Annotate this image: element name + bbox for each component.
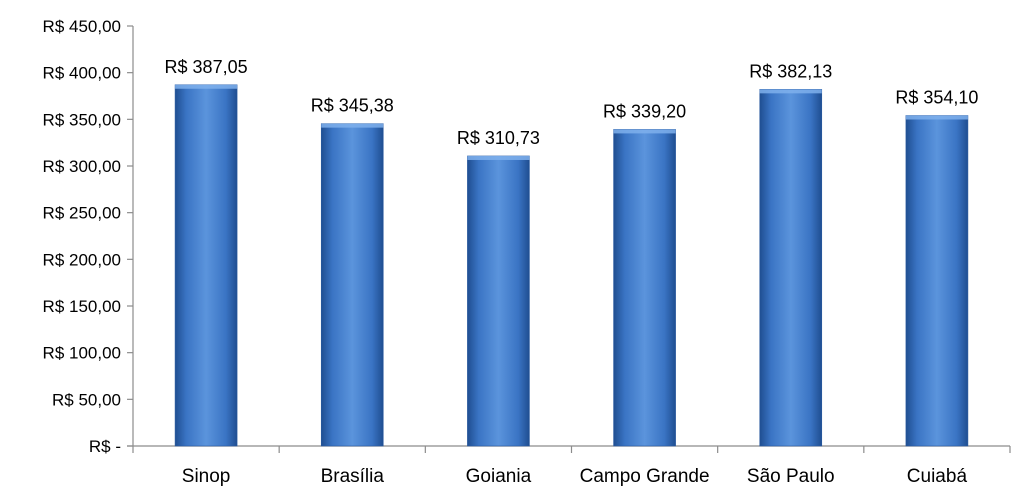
bar-goiania (467, 155, 530, 447)
axes (127, 25, 1011, 453)
data-label: R$ 354,10 (895, 88, 978, 108)
data-label: R$ 387,05 (165, 57, 248, 77)
data-label: R$ 339,20 (603, 101, 686, 121)
data-label: R$ 382,13 (749, 61, 832, 81)
y-tick-label: R$ 450,00 (43, 17, 121, 36)
y-tick-label: R$ 100,00 (43, 344, 121, 363)
data-label: R$ 310,73 (457, 128, 540, 148)
labels: R$ - R$ 50,00 R$ 100,00 R$ 150,00 R$ 200,00 R… (43, 17, 979, 487)
y-tick-label: R$ 300,00 (43, 157, 121, 176)
bar-top-cap (467, 155, 530, 160)
x-category-label: Goiania (466, 466, 532, 487)
bar-cuiaba (905, 115, 969, 447)
y-tick-label: R$ 400,00 (43, 64, 121, 83)
y-tick-label: R$ 350,00 (43, 110, 121, 129)
bar-top-cap (905, 115, 968, 120)
x-category-label: Brasília (321, 466, 385, 487)
bar-sinop (174, 84, 238, 447)
bar-brasilia (320, 123, 384, 447)
data-label: R$ 345,38 (311, 96, 394, 116)
y-tick-label: R$ 200,00 (43, 250, 121, 269)
x-category-label: Campo Grande (580, 466, 710, 487)
y-tick-label: R$ 150,00 (43, 297, 121, 316)
bar-top-cap (175, 84, 238, 89)
bars (174, 84, 969, 447)
x-category-label: São Paulo (747, 466, 835, 487)
bar-top-cap (759, 89, 822, 94)
y-tick-label: R$ - (89, 437, 121, 456)
bar-campo-grande (613, 129, 676, 447)
bar-sao-paulo (759, 89, 823, 447)
y-tick-label: R$ 50,00 (52, 390, 121, 409)
bar-top-cap (321, 123, 384, 128)
y-tick-label: R$ 250,00 (43, 204, 121, 223)
bar-top-cap (613, 129, 676, 134)
x-category-label: Sinop (182, 466, 231, 487)
x-category-label: Cuiabá (907, 466, 968, 487)
